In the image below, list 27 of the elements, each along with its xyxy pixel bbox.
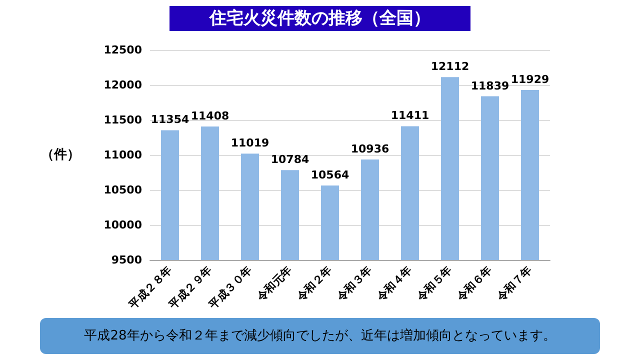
y-tick-label: 12000: [104, 78, 142, 92]
chart-title: 住宅火災件数の推移（全国）: [208, 8, 430, 28]
data-label: 11411: [390, 109, 430, 122]
x-tick-label: 令和７年: [494, 263, 535, 304]
y-tick-label: 12500: [104, 44, 142, 56]
y-tick-label: 9500: [111, 254, 142, 266]
x-tick-label: 令和２年: [294, 263, 335, 304]
y-tick-label: 10000: [104, 218, 142, 232]
data-label: 11019: [230, 136, 270, 150]
y-tick-label: 11500: [104, 114, 142, 126]
data-label: 11929: [510, 72, 550, 86]
text: 平成28年から令和２年まで減少傾向でしたが、近年は増加傾向となっています。: [84, 328, 556, 344]
data-label: 11354: [150, 113, 190, 126]
x-tick-label: 令和４年: [374, 263, 415, 304]
y-tick-label: 10500: [104, 184, 142, 196]
x-tick-label: 令和６年: [454, 263, 495, 304]
x-tick-label: 令和３年: [334, 263, 375, 304]
data-label: 10784: [270, 153, 310, 166]
data-label: 11408: [190, 109, 230, 122]
data-label: 10936: [350, 142, 390, 156]
y-tick-label: 11000: [104, 148, 142, 162]
y-axis-title: （件）: [41, 148, 80, 162]
data-label: 12112: [430, 60, 470, 74]
x-tick-label: 令和元年: [254, 263, 295, 304]
x-tick-label: 令和５年: [414, 263, 455, 304]
data-label: 11839: [470, 79, 510, 92]
data-label: 10564: [310, 168, 350, 182]
